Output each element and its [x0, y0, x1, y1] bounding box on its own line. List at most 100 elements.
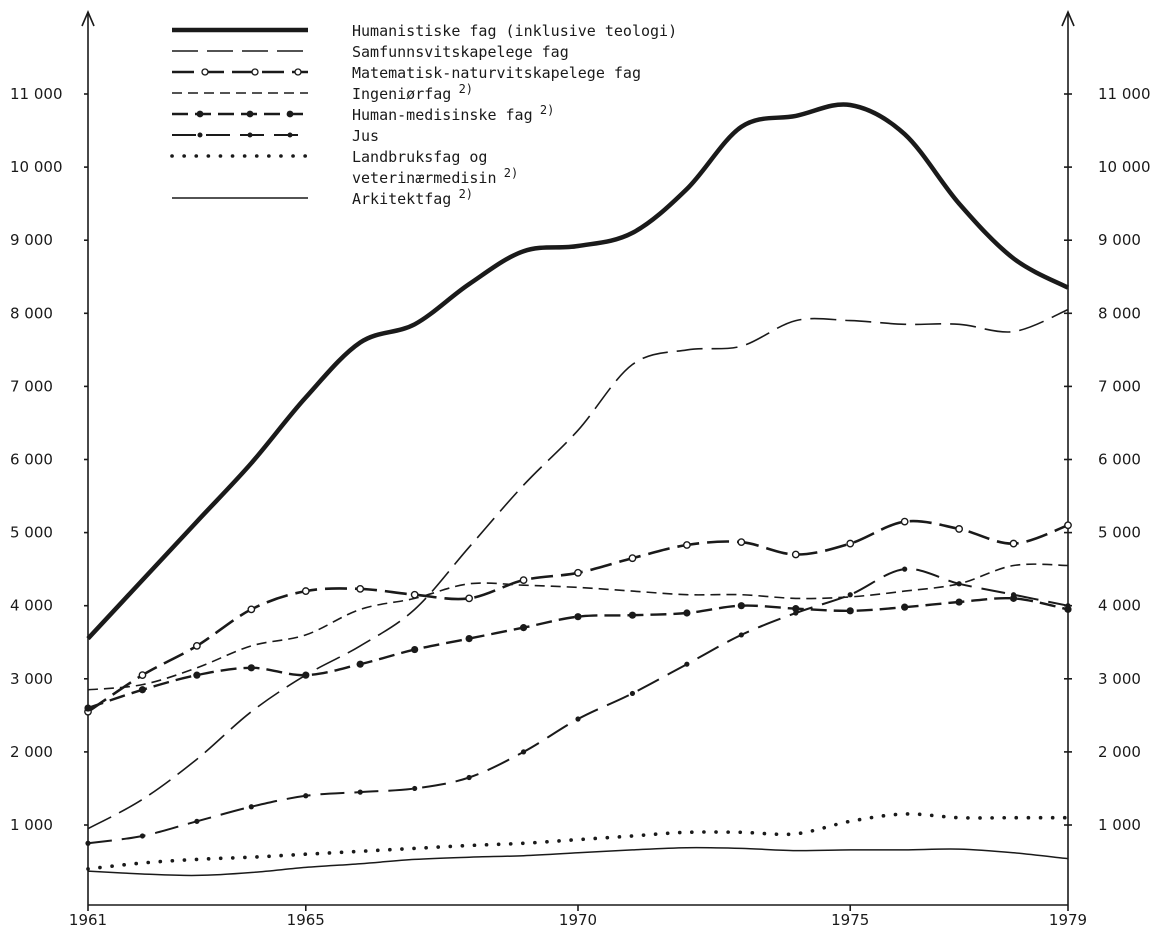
data-point: [1009, 539, 1018, 548]
data-point: [683, 609, 691, 617]
data-point: [574, 568, 582, 577]
legend-item-humanistiske-fag-inklusive-teologi: Humanistiske fag (inklusive teologi): [172, 22, 677, 40]
legend-item-matematisk-naturvitskapelege-fag: Matematisk-naturvitskapelege fag: [172, 64, 641, 82]
data-point: [519, 576, 528, 585]
data-point: [301, 587, 310, 595]
y-tick-left-label: 1 000: [10, 816, 53, 834]
data-point: [629, 690, 636, 697]
data-point: [792, 605, 800, 613]
legend-swatch-marker: [246, 110, 254, 118]
legend-swatch-marker: [294, 68, 302, 76]
data-point: [303, 793, 309, 799]
legend-item-landbruksfag-og-veterin-rmedisin: Landbruksfag og veterinærmedisin 2): [170, 148, 518, 187]
legend-swatch-marker: [197, 132, 203, 138]
data-point: [682, 541, 691, 549]
data-point: [628, 554, 637, 563]
y-tick-left-label: 2 000: [10, 743, 53, 761]
series-ingeni-rfag: [87, 563, 1069, 691]
data-point: [410, 590, 419, 599]
series-line: [87, 568, 1069, 845]
data-point: [139, 833, 146, 839]
legend-swatch-marker: [247, 132, 253, 138]
data-point: [247, 605, 256, 614]
data-point: [356, 660, 364, 668]
series-line: [87, 563, 1069, 691]
y-tick-left-label: 7 000: [10, 377, 53, 395]
data-point: [248, 804, 254, 810]
legend-label: Jus: [352, 127, 379, 145]
data-point: [357, 789, 363, 795]
data-point: [684, 661, 690, 667]
y-axis-right-arrow: [1061, 9, 1075, 27]
data-point: [302, 671, 310, 679]
data-point: [247, 664, 255, 672]
y-tick-right-label: 4 000: [1098, 597, 1141, 615]
data-point: [84, 704, 92, 712]
y-tick-right-label: 5 000: [1098, 524, 1141, 542]
data-point: [901, 603, 909, 611]
data-point: [465, 594, 474, 603]
data-point: [575, 716, 581, 722]
x-tick-label: 1975: [831, 911, 869, 926]
data-point: [900, 517, 909, 526]
legend-item-arkitektfag: Arkitektfag 2): [172, 187, 473, 208]
y-tick-right-label: 9 000: [1098, 231, 1141, 249]
data-point: [1064, 521, 1072, 530]
data-point: [955, 525, 964, 533]
data-point: [356, 584, 365, 593]
legend-label: Samfunnsvitskapelege fag: [352, 43, 569, 61]
legend-swatch-marker: [287, 132, 293, 138]
data-point: [465, 634, 473, 643]
y-tick-right-label: 1 000: [1098, 816, 1141, 834]
legend-label: Matematisk-naturvitskapelege fag: [352, 64, 641, 82]
y-tick-right-label: 11 000: [1098, 85, 1151, 103]
legend-swatch-marker: [196, 110, 204, 118]
series-jus: [85, 566, 1071, 846]
data-point: [138, 671, 147, 680]
data-point: [1010, 592, 1017, 598]
legend-label: Arkitektfag 2): [352, 187, 473, 208]
chart-series: [84, 102, 1072, 877]
y-tick-left-label: 5 000: [10, 524, 53, 542]
legend-item-human-medisinske-fag: Human-medisinske fag 2): [172, 103, 554, 124]
series-humanistiske-fag-inklusive-teologi: [86, 102, 1070, 641]
data-point: [411, 645, 419, 654]
y-axis-left-arrow: [81, 9, 95, 27]
data-point: [412, 785, 418, 792]
x-tick-label: 1961: [69, 911, 107, 926]
data-point: [85, 840, 91, 846]
data-point: [520, 749, 527, 755]
data-point: [628, 611, 637, 619]
chart-legend: Humanistiske fag (inklusive teologi) Samf…: [170, 22, 677, 208]
data-point: [738, 632, 744, 638]
y-tick-left-label: 4 000: [10, 597, 53, 615]
data-point: [902, 566, 908, 572]
data-point: [737, 538, 746, 547]
series-line: [86, 812, 1070, 871]
y-tick-right-label: 6 000: [1098, 451, 1141, 469]
data-point: [846, 539, 855, 548]
data-point: [846, 607, 854, 615]
chart-ticks: 1 000 1 000 2 000 2 000 3 000 3 000 4 000 4 000…: [10, 85, 1151, 926]
y-tick-left-label: 6 000: [10, 451, 53, 469]
y-tick-left-label: 8 000: [10, 304, 53, 322]
data-point: [192, 642, 201, 650]
data-point: [138, 686, 147, 694]
x-tick-label: 1965: [287, 911, 325, 926]
data-point: [847, 592, 853, 598]
data-point: [791, 550, 800, 559]
data-point: [519, 624, 528, 632]
x-tick-label: 1979: [1049, 911, 1087, 926]
data-point: [955, 598, 963, 606]
legend-swatch-marker: [251, 68, 259, 76]
y-tick-right-label: 8 000: [1098, 304, 1141, 322]
series-line: [87, 846, 1069, 877]
data-point: [793, 610, 799, 616]
y-tick-left-label: 11 000: [10, 85, 63, 103]
legend-label: Ingeniørfag 2): [352, 82, 473, 103]
y-tick-left-label: 9 000: [10, 231, 53, 249]
y-tick-left-label: 3 000: [10, 670, 53, 688]
series-landbruksfag-og-veterin-rmedisin: [86, 812, 1070, 871]
data-point: [194, 818, 200, 824]
